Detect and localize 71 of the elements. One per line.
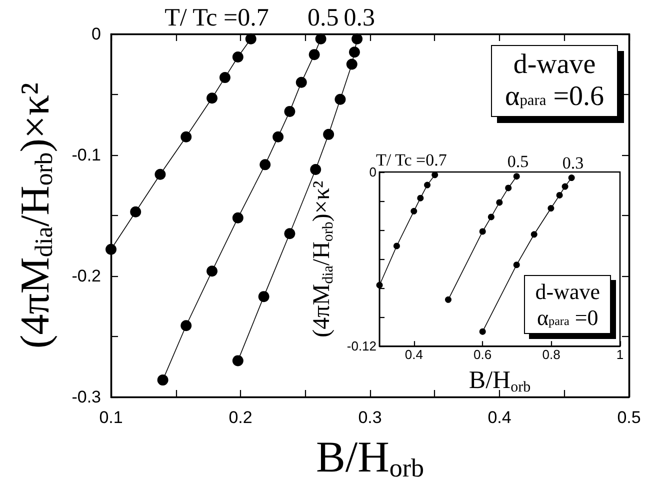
- point: [424, 182, 431, 188]
- y-tick-label: 0: [369, 164, 377, 180]
- point: [432, 172, 438, 178]
- point: [106, 244, 116, 255]
- point: [272, 131, 284, 142]
- point: [479, 328, 486, 335]
- point: [296, 76, 307, 88]
- y-tick-label: -0.3: [72, 388, 101, 406]
- point: [310, 164, 322, 176]
- y-axis-title: (4πMdia/Horb)×κ²: [12, 82, 58, 348]
- point: [505, 184, 512, 192]
- point: [562, 183, 568, 190]
- point: [206, 92, 218, 104]
- series-label: T/ Tc =0.7: [376, 150, 448, 170]
- series-label: 0.5: [507, 152, 529, 172]
- point: [245, 33, 256, 44]
- point: [556, 192, 563, 198]
- point: [444, 296, 452, 303]
- point: [488, 214, 494, 220]
- series-label: T/ Tc =0.7: [164, 4, 269, 32]
- x-tick-label: 0.5: [617, 408, 641, 427]
- point: [410, 208, 418, 214]
- point: [219, 72, 230, 84]
- point: [180, 320, 192, 332]
- point: [346, 58, 358, 70]
- point: [513, 173, 520, 180]
- point: [530, 231, 538, 238]
- series-label: 0.5: [308, 4, 339, 32]
- x-tick-label: 0.8: [542, 347, 560, 362]
- x-tick-label: 0.4: [404, 347, 423, 362]
- x-tick-label: 0.3: [358, 408, 382, 427]
- annotation: d-wave: [512, 49, 597, 82]
- point: [568, 174, 575, 182]
- y-tick-label: -0.2: [72, 266, 101, 286]
- point: [258, 291, 270, 302]
- point: [157, 374, 168, 386]
- point: [348, 46, 360, 58]
- point: [206, 266, 218, 277]
- point: [417, 194, 424, 202]
- point: [232, 212, 244, 224]
- point: [496, 199, 503, 206]
- y-tick-label: -0.1: [72, 146, 101, 164]
- point: [393, 242, 400, 250]
- point: [376, 282, 383, 288]
- point: [479, 228, 486, 235]
- x-tick-label: 0.6: [474, 347, 492, 362]
- series-label: 0.3: [562, 154, 584, 173]
- point: [352, 33, 363, 44]
- point: [308, 49, 320, 60]
- point: [180, 131, 192, 142]
- x-tick-label: 1: [616, 347, 624, 362]
- point: [232, 355, 244, 366]
- point: [232, 51, 244, 62]
- point: [284, 106, 296, 117]
- point: [323, 128, 334, 140]
- y-tick-label: -0.12: [346, 338, 377, 354]
- y-axis-title: (4πMdia/Horb)×κ²: [309, 180, 336, 338]
- point: [334, 94, 346, 105]
- point: [154, 168, 166, 180]
- y-tick-label: 0: [92, 24, 101, 44]
- series-label: 0.3: [344, 4, 376, 32]
- point: [548, 205, 554, 212]
- x-tick-label: 0.1: [99, 408, 123, 427]
- point: [284, 228, 296, 240]
- x-tick-label: 0.2: [228, 408, 252, 427]
- annotation: d-wave: [535, 279, 600, 305]
- point: [513, 262, 520, 268]
- point: [315, 33, 326, 44]
- x-tick-label: 0.4: [488, 408, 512, 427]
- point: [130, 206, 142, 218]
- point: [260, 159, 271, 170]
